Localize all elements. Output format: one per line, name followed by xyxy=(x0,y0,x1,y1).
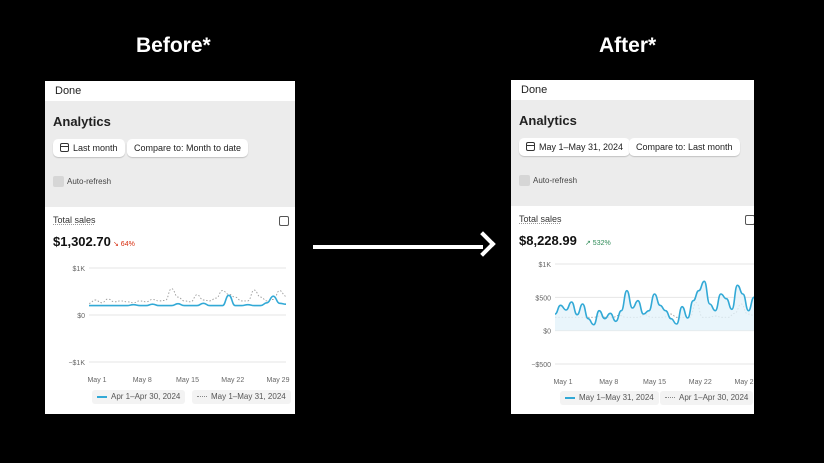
top-bar: Done xyxy=(511,80,754,100)
edit-icon[interactable] xyxy=(745,215,754,225)
series-line-compare xyxy=(88,288,287,304)
date-range-label: May 1–May 31, 2024 xyxy=(539,142,624,152)
after-heading: After* xyxy=(599,34,657,57)
calendar-icon xyxy=(526,142,535,151)
page-title: Analytics xyxy=(53,114,111,129)
date-range-label: Last month xyxy=(73,143,118,153)
compare-button[interactable]: Compare to: Month to date xyxy=(127,139,249,157)
y-tick-label: −$1K xyxy=(68,360,85,367)
x-tick-label: May 1 xyxy=(553,379,572,386)
legend-compare-label: May 1–May 31, 2024 xyxy=(211,392,286,401)
total-sales-value: $1,302.70 xyxy=(53,234,111,249)
done-button[interactable]: Done xyxy=(521,84,548,96)
legend-compare[interactable]: May 1–May 31, 2024 xyxy=(192,390,291,404)
analytics-header: Analytics Last month Compare to: Month t… xyxy=(45,101,295,227)
dotted-swatch-icon xyxy=(197,396,207,398)
x-tick-label: May 8 xyxy=(133,377,152,384)
auto-refresh-label: Auto-refresh xyxy=(533,176,578,185)
card-title: Total sales xyxy=(519,214,562,224)
before-panel: Done Analytics Last month Compare to: Mo… xyxy=(45,81,295,414)
before-heading: Before* xyxy=(136,34,211,57)
legend-current-label: May 1–May 31, 2024 xyxy=(579,393,654,402)
y-tick-label: $0 xyxy=(543,329,551,336)
change-badge: ↘ 64% xyxy=(113,241,135,248)
auto-refresh-label: Auto-refresh xyxy=(67,177,112,186)
sales-chart: $1K $0 −$1K May 1 May 8 May 15 May 22 May 29 xyxy=(68,266,290,384)
series-line-current xyxy=(89,294,287,307)
legend-compare[interactable]: Apr 1–Apr 30, 2024 xyxy=(660,391,754,405)
compare-label: Compare to: Month to date xyxy=(134,143,242,153)
x-tick-label: May 15 xyxy=(176,377,199,384)
date-range-button[interactable]: Last month xyxy=(53,139,125,157)
top-bar: Done xyxy=(45,81,295,101)
analytics-header: Analytics May 1–May 31, 2024 Compare to:… xyxy=(511,100,754,226)
arrow-right-icon xyxy=(470,231,496,257)
compare-label: Compare to: Last month xyxy=(636,142,733,152)
y-tick-label: $0 xyxy=(77,313,85,320)
x-tick-label: May 8 xyxy=(599,379,618,386)
compare-button[interactable]: Compare to: Last month xyxy=(629,138,740,156)
legend-current[interactable]: May 1–May 31, 2024 xyxy=(560,391,659,405)
series-area xyxy=(555,281,754,331)
after-panel: Done Analytics May 1–May 31, 2024 Compar… xyxy=(511,80,754,414)
y-tick-label: $1K xyxy=(539,262,552,269)
series-line-current xyxy=(554,280,754,326)
y-tick-label: $500 xyxy=(535,295,551,302)
x-tick-label: May 22 xyxy=(221,377,244,384)
x-tick-label: May 29 xyxy=(267,377,290,384)
x-tick-label: May 22 xyxy=(689,379,712,386)
x-tick-label: May 29 xyxy=(735,379,754,386)
arrow-shaft xyxy=(313,245,483,249)
x-tick-label: May 1 xyxy=(87,377,106,384)
dotted-swatch-icon xyxy=(665,397,675,399)
total-sales-card: Total sales $1,302.70 ↘ 64% xyxy=(45,207,295,414)
total-sales-value: $8,228.99 xyxy=(519,233,577,248)
calendar-icon xyxy=(60,143,69,152)
legend-current-label: Apr 1–Apr 30, 2024 xyxy=(111,392,181,401)
card-title: Total sales xyxy=(53,215,96,225)
date-range-button[interactable]: May 1–May 31, 2024 xyxy=(519,138,631,156)
legend-current[interactable]: Apr 1–Apr 30, 2024 xyxy=(92,390,186,404)
page-title: Analytics xyxy=(519,113,577,128)
edit-icon[interactable] xyxy=(279,216,289,226)
y-tick-label: $1K xyxy=(73,266,86,273)
x-tick-label: May 15 xyxy=(643,379,666,386)
auto-refresh-checkbox[interactable] xyxy=(519,175,530,186)
change-badge: ↗ 532% xyxy=(585,240,611,247)
done-button[interactable]: Done xyxy=(55,85,82,97)
auto-refresh-checkbox[interactable] xyxy=(53,176,64,187)
sales-chart: $1K $500 $0 −$500 May 1 May 8 May 15 May 22 May … xyxy=(531,262,754,386)
solid-swatch-icon xyxy=(97,395,107,398)
legend-compare-label: Apr 1–Apr 30, 2024 xyxy=(679,393,749,402)
solid-swatch-icon xyxy=(565,396,575,399)
y-tick-label: −$500 xyxy=(531,362,551,369)
